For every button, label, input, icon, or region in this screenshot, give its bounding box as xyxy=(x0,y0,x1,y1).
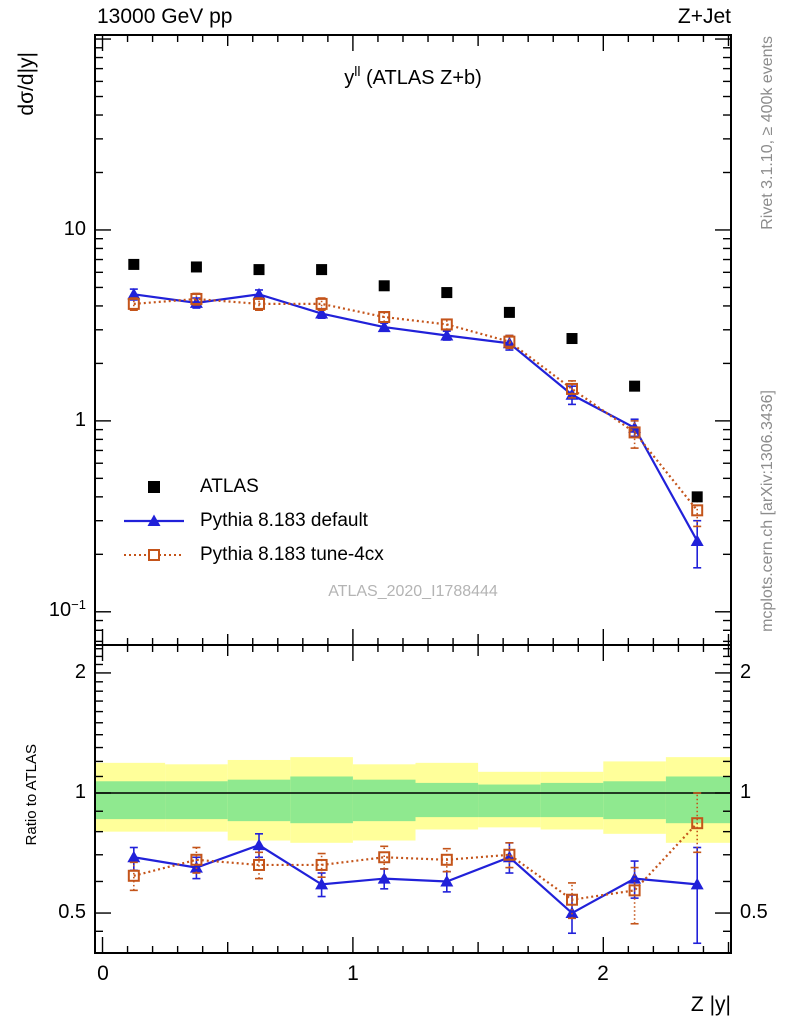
pythia-default-triangle-icon xyxy=(124,514,184,526)
axis-ticks xyxy=(95,35,731,953)
ytick-0p1-exponent: −1 xyxy=(71,597,86,612)
y-axis-title: dσ/d|y| xyxy=(15,52,38,116)
atlas-square-icon xyxy=(148,481,160,493)
plot-title-base: y xyxy=(344,67,355,89)
x-axis-title: Z |y| xyxy=(690,993,731,1016)
series-pythia-8-183-tune-4cx xyxy=(127,792,704,925)
ytick-10: 10 xyxy=(63,218,86,240)
xtick-0: 0 xyxy=(97,962,109,985)
ratio-ytick-1-right: 1 xyxy=(740,781,752,803)
ratio-axis-title: Ratio to ATLAS xyxy=(23,744,40,846)
ratio-ytick-0p5-right: 0.5 xyxy=(740,901,768,923)
legend-label-atlas: ATLAS xyxy=(200,476,259,497)
plot-title-superscript: ll xyxy=(354,63,361,79)
legend-item-pythia-tune4cx: Pythia 8.183 tune-4cx xyxy=(122,544,384,565)
series-pythia-8-183-default xyxy=(127,833,704,945)
ytick-0p1-base: 10 xyxy=(48,599,72,621)
rivet-version-note: Rivet 3.1.10, ≥ 400k events xyxy=(759,36,776,230)
ratio-uncertainty-bands xyxy=(95,757,731,843)
legend-label-pythia-default: Pythia 8.183 default xyxy=(200,510,368,531)
process-label: Z+Jet xyxy=(677,5,731,28)
ytick-0p1: 10−1 xyxy=(49,598,86,620)
legend-item-atlas: ATLAS xyxy=(122,476,259,497)
legend-item-pythia-default: Pythia 8.183 default xyxy=(122,510,368,531)
analysis-id-watermark: ATLAS_2020_I1788444 xyxy=(328,583,498,600)
plot-title: yll (ATLAS Z+b) xyxy=(193,64,633,88)
ytick-1: 1 xyxy=(74,409,86,431)
ratio-ytick-2-left: 2 xyxy=(74,661,86,683)
xtick-1: 1 xyxy=(347,962,359,985)
legend-label-pythia-tune4cx: Pythia 8.183 tune-4cx xyxy=(200,544,384,565)
panel-frames xyxy=(94,34,732,954)
ratio-ytick-2-right: 2 xyxy=(740,661,752,683)
mcplots-arxiv-note: mcplots.cern.ch [arXiv:1306.3436] xyxy=(759,390,776,632)
plot-title-rest: (ATLAS Z+b) xyxy=(360,67,482,89)
ratio-panel-data xyxy=(127,792,704,945)
main-panel-data xyxy=(127,258,704,569)
series-atlas xyxy=(128,258,703,503)
ratio-ytick-0p5-left: 0.5 xyxy=(58,901,86,923)
beam-energy-label: 13000 GeV pp xyxy=(97,5,233,28)
ratio-ytick-1-left: 1 xyxy=(74,781,86,803)
xtick-2: 2 xyxy=(597,962,609,985)
pythia-tune4cx-open-square-icon xyxy=(124,549,184,561)
